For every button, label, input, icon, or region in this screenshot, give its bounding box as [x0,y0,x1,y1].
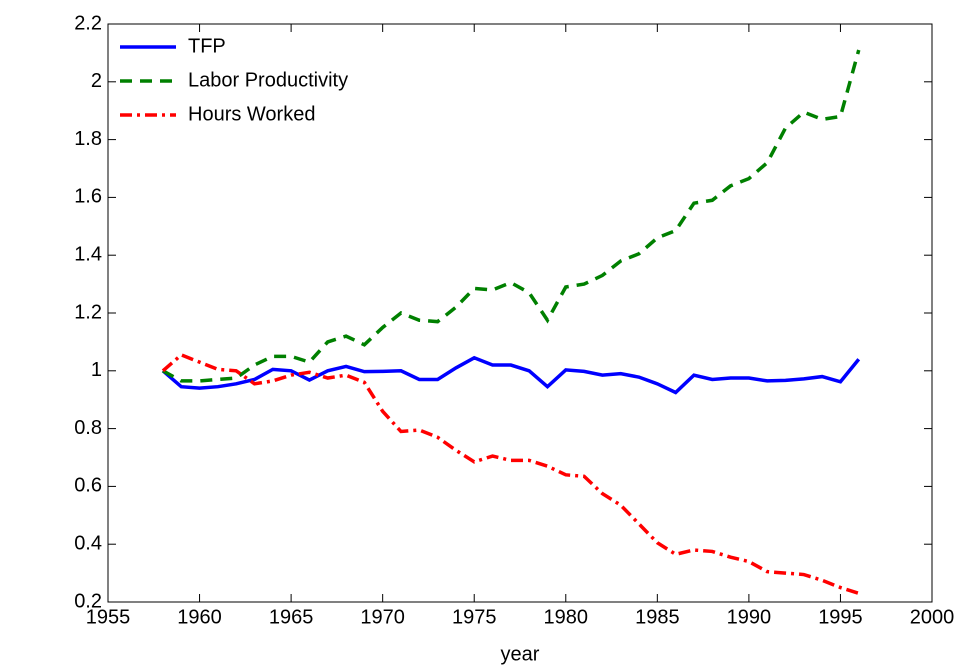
x-tick-label: 1975 [452,606,497,628]
x-tick-label: 2000 [910,606,955,628]
y-tick-label: 0.8 [74,417,102,439]
y-tick-label: 1.4 [74,243,102,265]
x-axis-label: year [501,643,540,665]
series-line [161,352,860,595]
legend-label: TFP [188,35,226,57]
legend-label: Labor Productivity [188,69,348,91]
series-line [162,49,861,383]
y-tick-label: 2 [91,70,102,92]
x-tick-label: 1990 [727,606,772,628]
y-tick-label: 1.6 [74,186,102,208]
y-tick-label: 0.4 [74,532,102,554]
y-tick-label: 1.8 [74,128,102,150]
x-tick-label: 1995 [818,606,863,628]
y-tick-label: 0.2 [74,590,102,612]
y-tick-label: 0.6 [74,475,102,497]
y-tick-label: 2.2 [74,12,102,34]
x-tick-label: 1965 [269,606,314,628]
x-tick-label: 1955 [86,606,131,628]
x-tick-label: 1960 [177,606,222,628]
x-tick-label: 1970 [360,606,405,628]
y-tick-label: 1.2 [74,301,102,323]
series-line [161,355,861,395]
legend-label: Hours Worked [188,103,315,125]
y-tick-label: 1 [91,359,102,381]
x-tick-label: 1980 [544,606,589,628]
x-tick-label: 1985 [635,606,680,628]
